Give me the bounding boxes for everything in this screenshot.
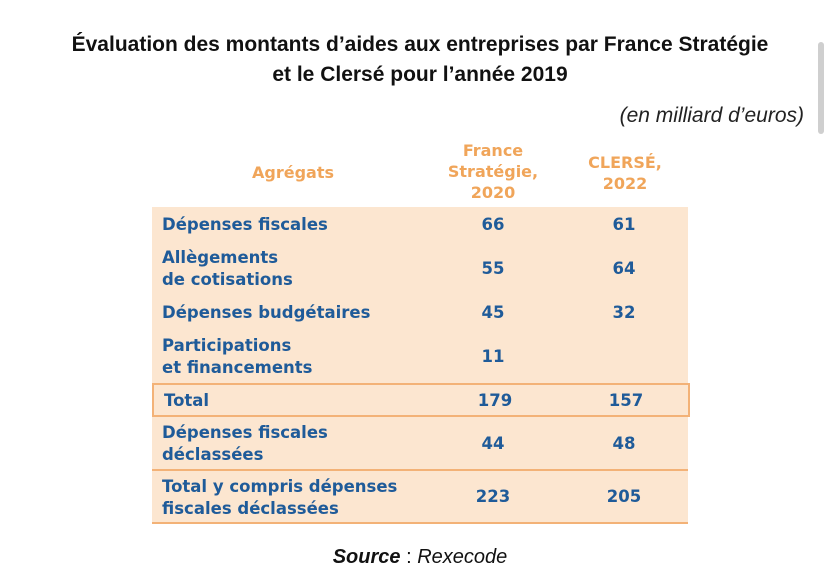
row-label: Total (164, 391, 210, 410)
row-label: Dépenses budgétaires (162, 303, 371, 322)
header-aggregates: Agrégats (252, 163, 334, 182)
table-row-grand-total: Total y compris dépenses fiscales déclas… (152, 469, 688, 524)
table-title: Évaluation des montants d’aides aux entr… (0, 30, 828, 90)
row-value-clerse: 48 (612, 434, 636, 453)
table-row: Dépenses budgétaires 45 32 (152, 297, 688, 331)
table-row: Participations et financements 11 (152, 331, 688, 383)
table-row: Dépenses fiscales déclassées 44 48 (152, 417, 688, 469)
row-label: Total y compris dépenses fiscales déclas… (162, 477, 398, 518)
source-note: Source : Rexecode (0, 546, 828, 569)
header-france-strategie: France Stratégie, 2020 (447, 141, 539, 202)
row-value-france-strategie: 44 (481, 434, 505, 453)
unit-note: (en milliard d’euros) (619, 104, 804, 127)
row-label: Allègements de cotisations (162, 248, 293, 289)
row-value-clerse: 32 (612, 303, 636, 322)
row-value-france-strategie: 55 (481, 259, 505, 278)
table-row: Dépenses fiscales 66 61 (152, 207, 688, 243)
title-line-2: et le Clersé pour l’année 2019 (272, 63, 568, 86)
row-value-clerse: 61 (612, 215, 636, 234)
table-background (152, 207, 688, 524)
row-value-clerse: 205 (606, 487, 642, 506)
source-label: Source (332, 546, 401, 568)
row-label: Participations et financements (162, 336, 313, 377)
table-row: Allègements de cotisations 55 64 (152, 243, 688, 297)
table-row-total: Total 179 157 (152, 383, 690, 417)
header-clerse: CLERSÉ, 2022 (588, 153, 662, 193)
title-line-1: Évaluation des montants d’aides aux entr… (71, 33, 769, 56)
row-value-clerse: 157 (608, 391, 644, 410)
scrollbar[interactable] (818, 42, 824, 134)
row-value-france-strategie: 179 (477, 391, 513, 410)
row-value-france-strategie: 11 (481, 347, 505, 366)
row-label: Dépenses fiscales (162, 215, 328, 234)
source-separator: : (400, 546, 418, 568)
source-value: Rexecode (417, 546, 508, 568)
row-value-france-strategie: 45 (481, 303, 505, 322)
row-label: Dépenses fiscales déclassées (162, 423, 328, 464)
row-value-clerse: 64 (612, 259, 636, 278)
row-value-france-strategie: 223 (475, 487, 511, 506)
row-value-france-strategie: 66 (481, 215, 505, 234)
